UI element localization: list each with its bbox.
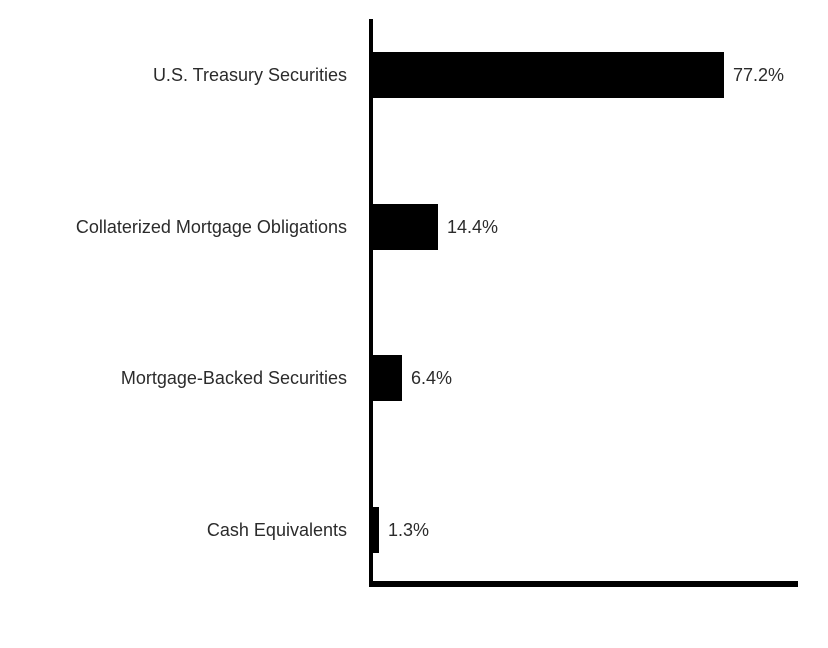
bar bbox=[373, 52, 724, 98]
value-label: 1.3% bbox=[388, 520, 430, 540]
category-label: Mortgage-Backed Securities bbox=[120, 368, 347, 388]
y-axis-line bbox=[369, 19, 373, 587]
category-label: Collaterized Mortgage Obligations bbox=[75, 217, 347, 237]
bar-row: Collaterized Mortgage Obligations 14.4% bbox=[0, 204, 828, 250]
value-label: 14.4% bbox=[447, 217, 499, 237]
value-label: 6.4% bbox=[411, 368, 453, 388]
value-label: 77.2% bbox=[733, 65, 785, 85]
bar-row: Mortgage-Backed Securities 6.4% bbox=[0, 355, 828, 401]
bar-row: Cash Equivalents 1.3% bbox=[0, 507, 828, 553]
bar bbox=[373, 507, 379, 553]
bar bbox=[373, 355, 402, 401]
bar bbox=[373, 204, 438, 250]
category-label: Cash Equivalents bbox=[206, 520, 347, 540]
category-label: U.S. Treasury Securities bbox=[152, 65, 347, 85]
bar-row: U.S. Treasury Securities 77.2% bbox=[0, 52, 828, 98]
x-axis-line bbox=[369, 581, 798, 587]
